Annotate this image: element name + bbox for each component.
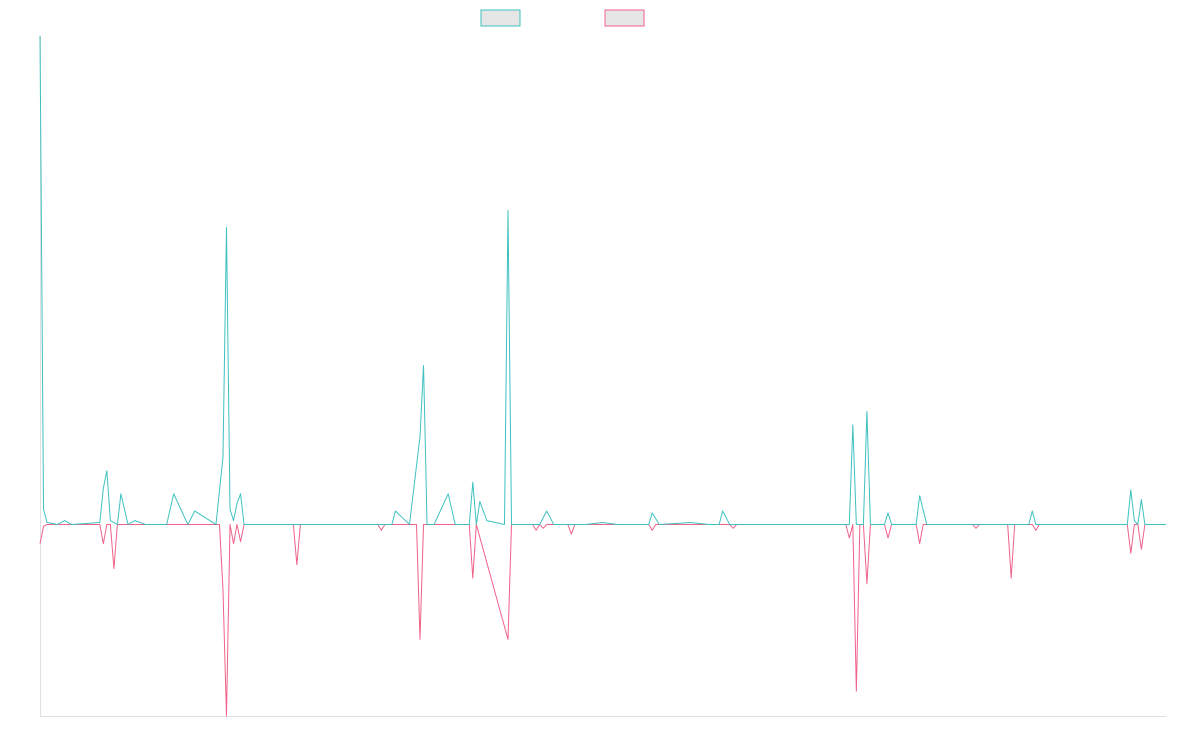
plot-area [39,35,1166,717]
legend-swatch-series-2[interactable] [604,9,645,27]
legend-swatch-series-1[interactable] [480,9,521,27]
series-1-line [39,35,1166,525]
legend [480,9,645,27]
axes [40,36,1166,717]
series-2-line [39,523,1166,717]
